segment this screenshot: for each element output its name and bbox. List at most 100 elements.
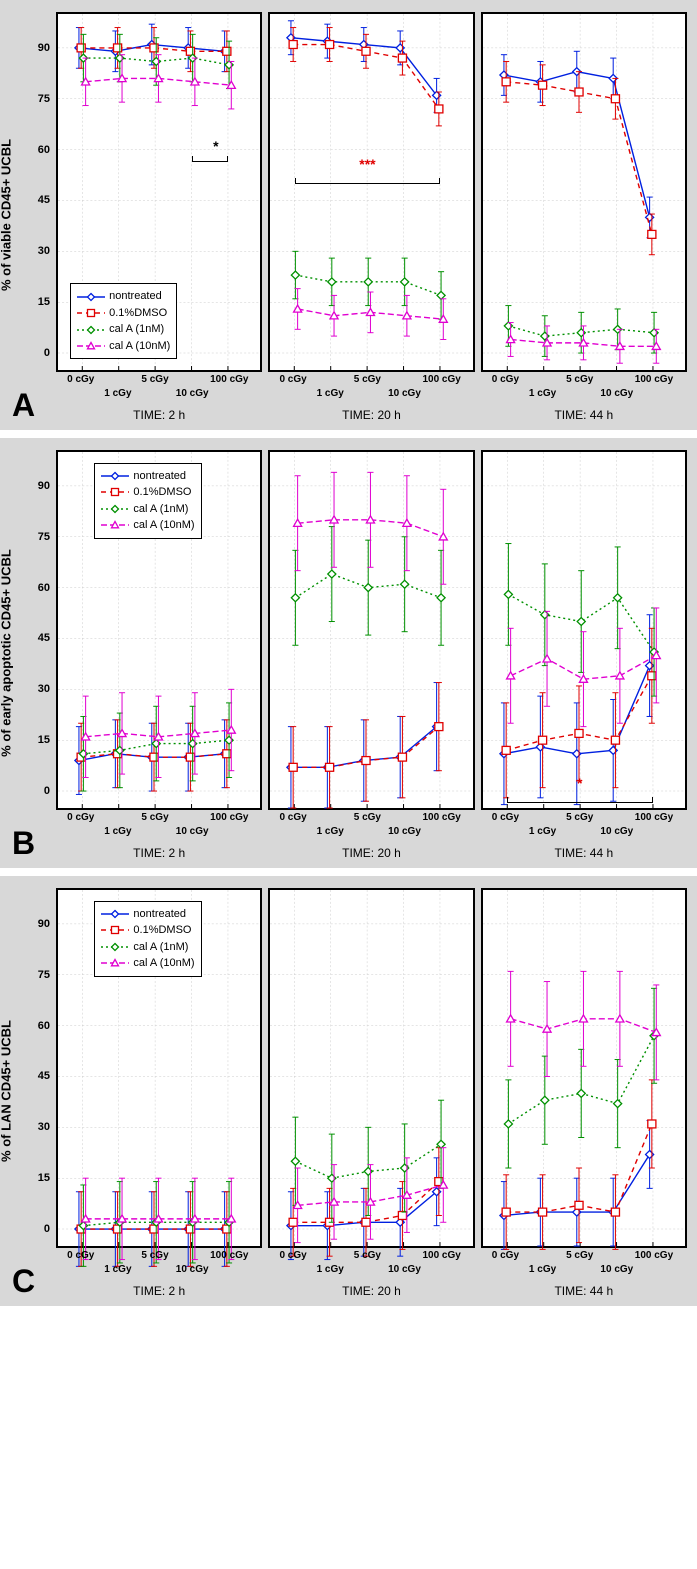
- x-tick-label: 5 cGy: [141, 374, 168, 385]
- significance-bracket: [192, 156, 228, 162]
- x-tick-label: 1 cGy: [317, 826, 344, 837]
- legend-label: nontreated: [109, 288, 162, 305]
- y-ticks: 0153045607590: [22, 890, 54, 1246]
- subplot: [268, 888, 474, 1248]
- legend-swatch: [77, 324, 105, 336]
- x-tick-label: 0 cGy: [279, 1250, 306, 1261]
- x-tick-label: 10 cGy: [600, 388, 633, 399]
- subplot: *: [481, 450, 687, 810]
- x-tick-label: 100 cGy: [422, 374, 460, 385]
- legend-swatch: [77, 307, 105, 319]
- y-tick-label: 15: [38, 1172, 50, 1184]
- x-tick-label: 100 cGy: [210, 812, 248, 823]
- y-tick-label: 30: [38, 1121, 50, 1133]
- legend: nontreated 0.1%DMSO cal A (1nM) cal A (1…: [70, 283, 177, 359]
- x-tick-group: 0 cGy 1 cGy 5 cGy 10 cGy100 cGy: [268, 1250, 474, 1282]
- y-axis-label: % of viable CD45+ UCBL: [0, 65, 14, 365]
- panel-letter: C: [12, 1263, 35, 1300]
- significance-marker: ***: [359, 156, 375, 172]
- x-tick-label: 100 cGy: [635, 812, 673, 823]
- time-label-row: TIME: 2 hTIME: 20 hTIME: 44 h: [56, 408, 687, 422]
- y-tick-label: 15: [38, 734, 50, 746]
- y-tick-label: 90: [38, 918, 50, 930]
- time-label: TIME: 2 h: [56, 846, 262, 860]
- chart-svg: [270, 14, 472, 370]
- legend-item: 0.1%DMSO: [101, 484, 194, 501]
- legend-item: 0.1%DMSO: [101, 922, 194, 939]
- y-ticks: 0153045607590: [22, 452, 54, 808]
- x-tick-label: 1 cGy: [104, 388, 131, 399]
- x-tick-label: 100 cGy: [210, 1250, 248, 1261]
- legend-swatch: [101, 924, 129, 936]
- legend-swatch: [101, 486, 129, 498]
- x-tick-label: 5 cGy: [354, 374, 381, 385]
- y-tick-label: 30: [38, 683, 50, 695]
- x-tick-label: 0 cGy: [492, 812, 519, 823]
- time-label: TIME: 44 h: [481, 1284, 687, 1298]
- chart-svg: [270, 452, 472, 808]
- x-tick-label: 100 cGy: [635, 374, 673, 385]
- x-tick-label: 5 cGy: [354, 1250, 381, 1261]
- legend-item: cal A (10nM): [101, 955, 194, 972]
- legend-label: 0.1%DMSO: [109, 305, 167, 322]
- significance-marker: *: [577, 775, 582, 791]
- time-label: TIME: 44 h: [481, 846, 687, 860]
- legend-label: nontreated: [133, 906, 186, 923]
- legend-label: nontreated: [133, 468, 186, 485]
- x-tick-group: 0 cGy1 cGy5 cGy10 cGy100 cGy: [481, 374, 687, 406]
- x-tick-label: 10 cGy: [388, 1264, 421, 1275]
- x-tick-label: 10 cGy: [600, 826, 633, 837]
- legend-item: nontreated: [77, 288, 170, 305]
- y-axis-label: % of LAN CD45+ UCBL: [0, 941, 14, 1241]
- time-label: TIME: 44 h: [481, 408, 687, 422]
- significance-marker: *: [213, 138, 218, 154]
- y-tick-label: 90: [38, 480, 50, 492]
- y-ticks: 0153045607590: [22, 14, 54, 370]
- legend-label: cal A (10nM): [133, 517, 194, 534]
- y-tick-label: 15: [38, 296, 50, 308]
- subplot: [481, 888, 687, 1248]
- time-label: TIME: 20 h: [268, 1284, 474, 1298]
- panel-A: % of viable CD45+ UCBL 0153045607590* non…: [0, 0, 697, 430]
- x-tick-row: 0 cGy1 cGy5 cGy10 cGy100 cGy0 cGy1 cGy5 …: [56, 812, 687, 844]
- x-tick-label: 0 cGy: [67, 812, 94, 823]
- x-tick-group: 0 cGy1 cGy5 cGy10 cGy100 cGy: [481, 812, 687, 844]
- x-tick-row: 0 cGy1 cGy5 cGy10 cGy100 cGy0 cGy1 cGy5 …: [56, 1250, 687, 1282]
- time-label: TIME: 2 h: [56, 408, 262, 422]
- subplot-row: 0153045607590 nontreated 0.1%DMSO cal A …: [56, 450, 687, 810]
- x-tick-group: 0 cGy1 cGy5 cGy10 cGy100 cGy: [56, 1250, 262, 1282]
- x-tick-label: 5 cGy: [141, 812, 168, 823]
- subplot: [268, 450, 474, 810]
- legend-label: cal A (10nM): [133, 955, 194, 972]
- y-tick-label: 45: [38, 1070, 50, 1082]
- y-tick-label: 60: [38, 582, 50, 594]
- significance-bracket: [295, 178, 441, 184]
- y-tick-label: 0: [44, 785, 50, 797]
- x-tick-group: 0 cGy1 cGy5 cGy10 cGy100 cGy: [56, 374, 262, 406]
- x-tick-label: 1 cGy: [529, 826, 556, 837]
- chart-svg: [270, 890, 472, 1246]
- legend-swatch: [77, 291, 105, 303]
- subplot: 0153045607590* nontreated 0.1%DMSO cal A…: [56, 12, 262, 372]
- x-tick-label: 100 cGy: [210, 374, 248, 385]
- y-tick-label: 30: [38, 245, 50, 257]
- y-tick-label: 45: [38, 632, 50, 644]
- legend-swatch: [101, 941, 129, 953]
- x-tick-label: 0 cGy: [67, 1250, 94, 1261]
- legend-swatch: [101, 503, 129, 515]
- legend-item: cal A (1nM): [101, 939, 194, 956]
- x-tick-label: 100 cGy: [422, 812, 460, 823]
- x-tick-label: 1 cGy: [317, 1264, 344, 1275]
- x-tick-label: 10 cGy: [388, 388, 421, 399]
- y-tick-label: 0: [44, 347, 50, 359]
- x-tick-label: 100 cGy: [422, 1250, 460, 1261]
- legend-label: cal A (10nM): [109, 338, 170, 355]
- x-tick-label: 1 cGy: [529, 1264, 556, 1275]
- x-tick-label: 1 cGy: [104, 1264, 131, 1275]
- x-tick-group: 0 cGy1 cGy5 cGy10 cGy100 cGy: [56, 812, 262, 844]
- legend-label: 0.1%DMSO: [133, 922, 191, 939]
- legend-swatch: [101, 470, 129, 482]
- legend-label: cal A (1nM): [133, 939, 188, 956]
- subplot: 0153045607590 nontreated 0.1%DMSO cal A …: [56, 888, 262, 1248]
- legend-item: nontreated: [101, 468, 194, 485]
